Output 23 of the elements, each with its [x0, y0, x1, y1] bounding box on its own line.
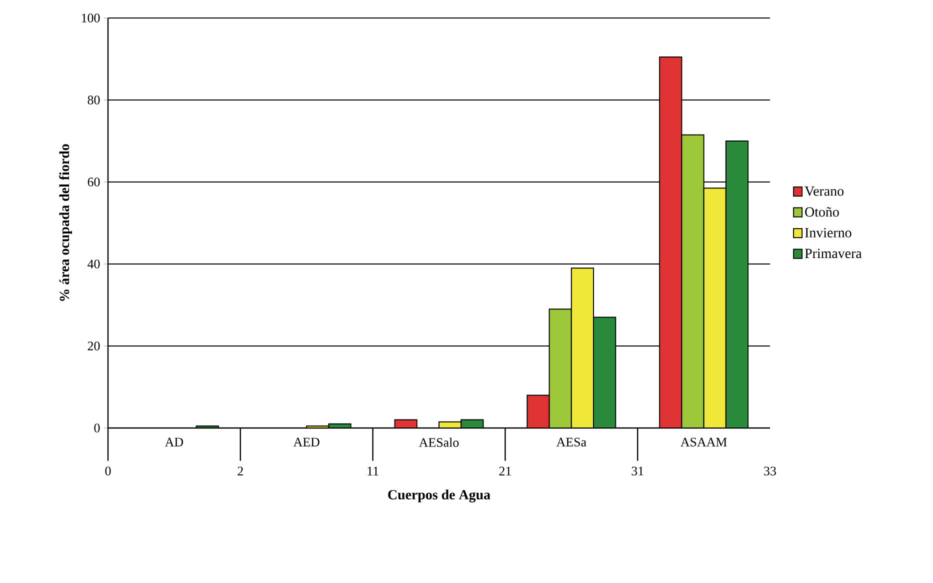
- y-axis-title: % área ocupada del fiordo: [59, 144, 72, 301]
- legend-label: Invierno: [805, 228, 852, 238]
- x-tick-label: AESalo: [418, 438, 459, 447]
- text: 2: [238, 466, 243, 476]
- legend-label: Verano: [804, 186, 844, 196]
- text: 11: [368, 466, 378, 476]
- x-tick-label: AESa: [556, 438, 586, 446]
- y-tick-label: 100: [82, 14, 100, 22]
- y-tick-label: 60: [88, 178, 100, 186]
- text: 21: [499, 466, 511, 476]
- y-tick-label: 80: [88, 96, 100, 104]
- legend-label: Primavera: [804, 248, 862, 258]
- y-tick-label: 20: [88, 342, 100, 350]
- y-tick-label: 0: [94, 424, 100, 432]
- x-tick-label: ASAAM: [680, 438, 727, 446]
- y-tick-label: 40: [88, 260, 100, 268]
- x-axis-title: Cuerpos de Agua: [388, 490, 490, 502]
- text: 31: [632, 466, 644, 476]
- x-tick-label: AED: [293, 438, 320, 446]
- text: 33: [764, 466, 776, 476]
- text: 0: [105, 466, 111, 476]
- x-tick-label: AD: [164, 438, 184, 446]
- legend-label: Otoño: [805, 207, 839, 217]
